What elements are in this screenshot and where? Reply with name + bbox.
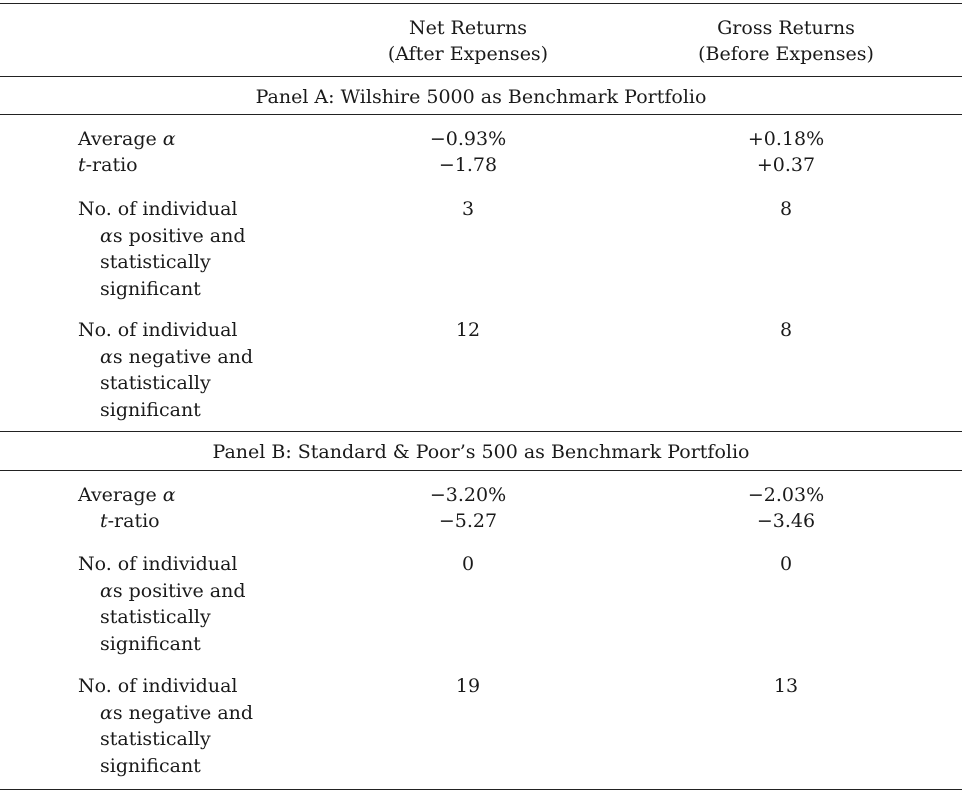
panel-b-neg-net: 19 — [455, 675, 481, 697]
negative-line4: significant — [100, 398, 201, 421]
bottom-rule — [0, 789, 962, 790]
panel-b-positive-label: No. of individual αs positive and statis… — [78, 551, 246, 657]
col-header-net-line1: Net Returns — [408, 17, 528, 39]
positive-line1: No. of individual — [78, 553, 238, 575]
average-text: Average — [78, 484, 157, 506]
panel-a-title: Panel A: Wilshire 5000 as Benchmark Port… — [255, 86, 707, 108]
panel-b-avg-net: −3.20% — [429, 484, 507, 506]
col-header-net: Net Returns (After Expenses) — [368, 15, 568, 67]
ratio-text: -ratio — [107, 510, 160, 532]
positive-line2-text: s positive and — [112, 224, 246, 247]
panel-a-neg-net: 12 — [455, 319, 481, 341]
negative-line1: No. of individual — [78, 319, 238, 341]
panel-b-average-label: Average α — [78, 482, 176, 509]
panel-b-avg-gross: −2.03% — [747, 484, 825, 506]
panel-b-t-ratio-label: t-ratio — [100, 508, 160, 535]
panel-b-pos-gross: 0 — [779, 553, 793, 575]
positive-line2: αs positive and — [78, 578, 246, 605]
col-header-net-line2: (After Expenses) — [387, 43, 549, 65]
panel-b-t-net: −5.27 — [438, 510, 498, 532]
panel-b-neg-gross: 13 — [773, 675, 799, 697]
alpha-symbol: α — [100, 579, 113, 602]
col-header-gross-line1: Gross Returns — [717, 17, 855, 39]
positive-line3: statistically — [100, 606, 211, 628]
panel-a-t-gross: +0.37 — [756, 154, 816, 176]
negative-line4: significant — [100, 754, 201, 777]
panel-b-negative-label: No. of individual αs negative and statis… — [78, 673, 253, 779]
positive-line3: statistically — [100, 251, 211, 273]
negative-line2: αs negative and — [78, 344, 253, 371]
t-symbol: t — [100, 510, 108, 532]
panel-a-rule — [0, 114, 962, 115]
negative-line2-text: s negative and — [112, 345, 254, 368]
col-header-gross: Gross Returns (Before Expenses) — [686, 15, 886, 67]
positive-line2: αs positive and — [78, 223, 246, 250]
panel-a-positive-label: No. of individual αs positive and statis… — [78, 196, 246, 302]
panel-a-average-label: Average α — [78, 126, 176, 153]
col-header-gross-line2: (Before Expenses) — [698, 43, 874, 65]
positive-line4: significant — [100, 277, 201, 300]
alpha-symbol: α — [100, 224, 113, 247]
header-rule — [0, 76, 962, 77]
panel-b-t-gross: −3.46 — [756, 510, 816, 532]
panel-a-t-net: −1.78 — [438, 154, 498, 176]
positive-line4: significant — [100, 632, 201, 655]
positive-line2-text: s positive and — [112, 579, 246, 602]
panel-b-title: Panel B: Standard & Poor’s 500 as Benchm… — [212, 441, 750, 463]
panel-b-rule — [0, 470, 962, 471]
panel-a-t-ratio-label: t-ratio — [78, 152, 138, 179]
negative-line3: statistically — [100, 728, 211, 750]
panel-a-avg-net: −0.93% — [429, 128, 507, 150]
alpha-symbol: α — [100, 345, 113, 368]
negative-line1: No. of individual — [78, 675, 238, 697]
t-symbol: t — [78, 154, 86, 176]
panel-a-neg-gross: 8 — [779, 319, 793, 341]
alpha-symbol: α — [162, 484, 176, 506]
panel-b-pos-net: 0 — [461, 553, 475, 575]
average-text: Average — [78, 128, 157, 150]
panel-a-avg-gross: +0.18% — [747, 128, 825, 150]
alpha-symbol: α — [162, 128, 176, 150]
ratio-text: -ratio — [85, 154, 138, 176]
negative-line3: statistically — [100, 372, 211, 394]
panel-a-pos-net: 3 — [461, 198, 475, 220]
negative-line2: αs negative and — [78, 700, 253, 727]
top-rule — [0, 3, 962, 4]
panel-a-negative-label: No. of individual αs negative and statis… — [78, 317, 253, 423]
positive-line1: No. of individual — [78, 198, 238, 220]
negative-line2-text: s negative and — [112, 701, 254, 724]
panel-a-pos-gross: 8 — [779, 198, 793, 220]
alpha-symbol: α — [100, 701, 113, 724]
panel-b-top-rule — [0, 431, 962, 432]
